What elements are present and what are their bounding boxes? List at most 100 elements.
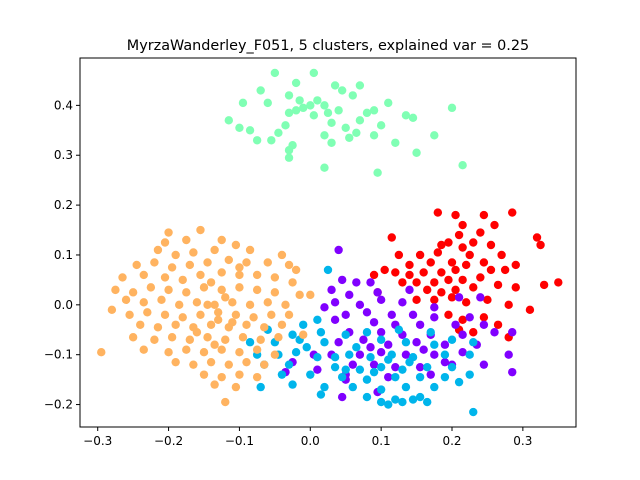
data-point xyxy=(394,250,404,260)
series-cluster-3 xyxy=(281,245,517,402)
data-point xyxy=(486,265,496,275)
data-point xyxy=(419,268,428,277)
data-point xyxy=(309,68,319,78)
data-point xyxy=(231,240,241,250)
data-point xyxy=(252,270,262,280)
data-point xyxy=(458,275,467,285)
data-point xyxy=(415,372,425,382)
data-point xyxy=(235,283,244,292)
data-point xyxy=(345,133,354,142)
data-point xyxy=(408,310,418,319)
data-point xyxy=(454,230,464,240)
data-point xyxy=(493,320,503,329)
data-point xyxy=(483,295,492,305)
data-point xyxy=(213,308,223,317)
data-point xyxy=(469,283,478,292)
data-point xyxy=(167,333,177,342)
points-layer xyxy=(97,68,563,417)
data-point xyxy=(210,300,219,310)
x-tick-label: 0.1 xyxy=(372,434,391,448)
data-point xyxy=(440,372,450,382)
data-point xyxy=(306,101,315,110)
y-tick-label: 0.2 xyxy=(54,198,73,212)
data-point xyxy=(164,348,173,357)
data-point xyxy=(327,118,336,128)
data-point xyxy=(412,295,421,305)
data-point xyxy=(199,348,209,357)
data-point xyxy=(337,372,347,382)
data-point xyxy=(391,268,400,277)
data-point xyxy=(476,273,485,282)
data-point xyxy=(532,233,542,242)
x-tick-label: 0.0 xyxy=(301,434,320,448)
data-point xyxy=(313,352,322,362)
data-point xyxy=(447,335,457,344)
data-point xyxy=(341,123,350,133)
data-point xyxy=(210,380,219,389)
data-point xyxy=(465,350,474,359)
data-point xyxy=(376,348,386,357)
data-point xyxy=(373,288,382,297)
data-point xyxy=(408,113,418,123)
data-point xyxy=(447,362,457,372)
data-point xyxy=(362,328,372,337)
data-point xyxy=(171,250,180,260)
data-point xyxy=(139,270,148,280)
data-point xyxy=(284,310,294,319)
data-point xyxy=(111,285,120,295)
data-point xyxy=(398,365,407,374)
data-point xyxy=(252,372,262,382)
data-point xyxy=(274,128,283,137)
data-point xyxy=(171,320,180,329)
data-point xyxy=(323,108,333,118)
series-cluster-5 xyxy=(97,225,315,407)
data-point xyxy=(415,250,425,260)
data-point xyxy=(199,283,209,292)
data-point xyxy=(320,303,329,312)
data-point xyxy=(320,101,329,110)
data-point xyxy=(121,295,131,305)
data-point xyxy=(221,335,230,344)
data-point xyxy=(398,298,407,307)
data-point xyxy=(277,320,287,329)
data-point xyxy=(405,357,414,367)
data-point xyxy=(242,357,251,367)
data-point xyxy=(206,278,216,287)
data-point xyxy=(327,285,336,295)
data-point xyxy=(430,350,439,359)
data-point xyxy=(415,392,425,402)
data-point xyxy=(426,328,435,337)
data-point xyxy=(196,225,205,235)
data-point xyxy=(508,208,517,217)
data-point xyxy=(217,235,226,245)
data-point xyxy=(362,308,372,317)
data-point xyxy=(412,338,421,347)
data-point xyxy=(224,360,233,369)
x-tick-label: 0.3 xyxy=(513,434,532,448)
data-point xyxy=(334,245,343,255)
data-point xyxy=(348,360,357,369)
data-point xyxy=(192,328,202,337)
data-point xyxy=(479,313,489,322)
data-point xyxy=(313,96,322,105)
data-point xyxy=(394,325,404,334)
data-point xyxy=(401,350,411,359)
data-point xyxy=(128,288,138,297)
y-tick-label: −0.1 xyxy=(44,348,73,362)
data-point xyxy=(245,126,255,135)
data-point xyxy=(465,313,474,322)
data-point xyxy=(337,86,347,95)
data-point xyxy=(235,123,244,133)
data-point xyxy=(355,365,365,374)
y-tick-label: 0.4 xyxy=(54,98,73,112)
data-point xyxy=(330,362,340,372)
data-point xyxy=(228,298,237,307)
series-cluster-1 xyxy=(224,68,467,177)
data-point xyxy=(341,310,350,319)
data-point xyxy=(369,131,379,140)
data-point xyxy=(423,285,432,295)
data-point xyxy=(260,360,269,369)
data-point xyxy=(454,293,464,302)
data-point xyxy=(401,382,411,392)
